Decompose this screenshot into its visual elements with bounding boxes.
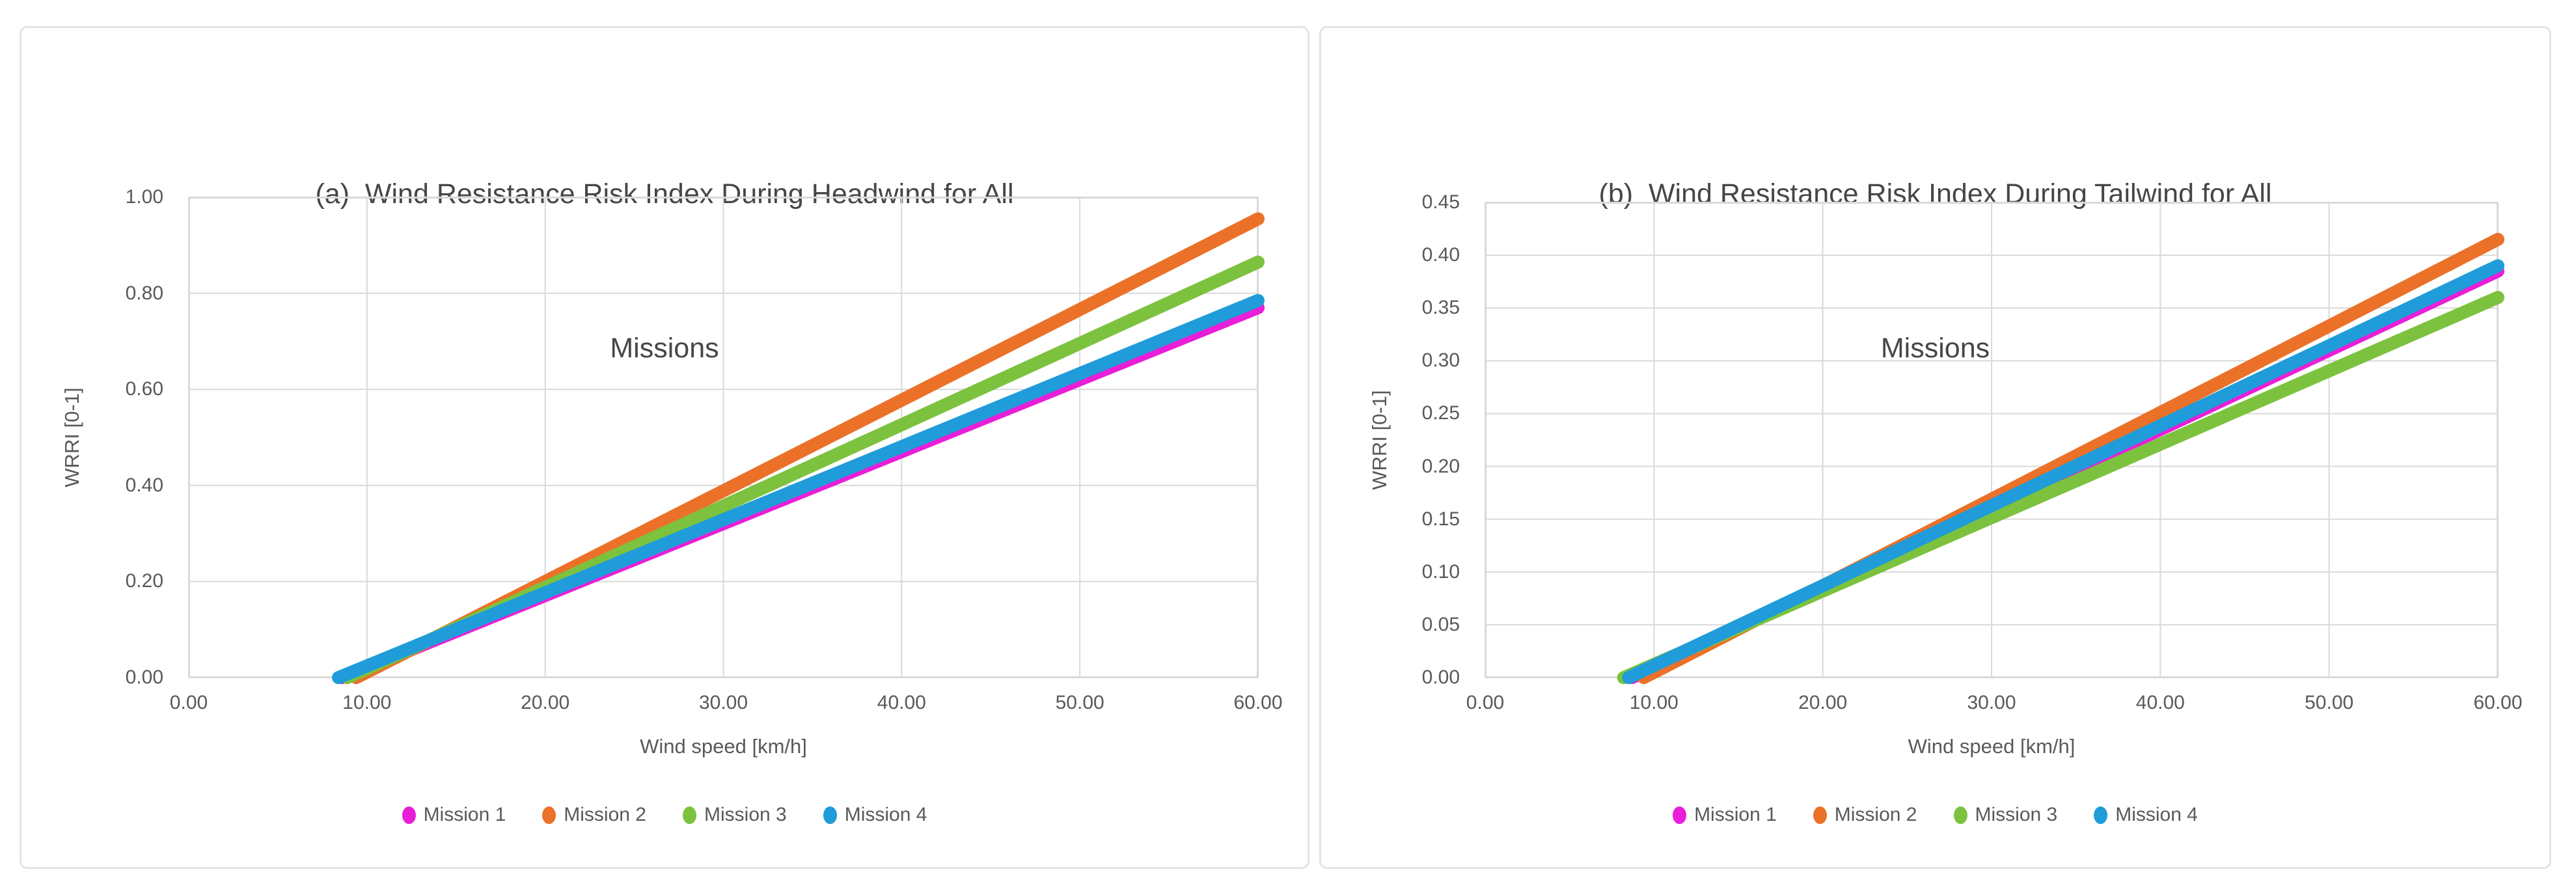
- legend-swatch: [1953, 806, 1967, 824]
- plot-area: [188, 197, 1265, 684]
- y-tick-label: 0.15: [1421, 508, 1460, 530]
- y-tick-label: 0.25: [1421, 402, 1460, 424]
- plot-border: [189, 197, 1258, 678]
- legend-item: Mission 1: [1673, 804, 1777, 826]
- chart-panel-headwind: (a) Wind Resistance Risk Index During He…: [20, 26, 1309, 869]
- legend-swatch: [1673, 806, 1687, 824]
- y-tick-label: 0.05: [1421, 613, 1460, 635]
- x-axis-title: Wind speed [km/h]: [1908, 735, 2076, 758]
- chart-title: (a) Wind Resistance Risk Index During He…: [21, 66, 1308, 477]
- chart-title: (b) Wind Resistance Risk Index During Ta…: [1321, 66, 2549, 477]
- x-tick-label: 40.00: [2135, 692, 2185, 713]
- y-tick-label: 0.10: [1421, 560, 1460, 583]
- legend-item: Mission 3: [683, 804, 787, 826]
- x-tick-label: 10.00: [342, 692, 392, 713]
- x-tick-label: 0.00: [1466, 692, 1505, 713]
- x-tick-label: 30.00: [1967, 692, 2016, 713]
- legend-label: Mission 3: [1975, 804, 2058, 825]
- legend-label: Mission 4: [2115, 804, 2198, 825]
- plot-border: [1485, 202, 2498, 678]
- legend-label: Mission 2: [1834, 804, 1917, 825]
- x-axis-title: Wind speed [km/h]: [640, 735, 807, 758]
- legend: Mission 1 Mission 2 Mission 3 Mission 4: [1321, 804, 2549, 826]
- y-axis-title: WRRI [0-1]: [1368, 390, 1391, 490]
- y-tick-label: 0.20: [1421, 455, 1460, 477]
- legend-label: Mission 1: [423, 804, 506, 825]
- legend-swatch: [683, 806, 696, 824]
- legend-swatch: [542, 806, 556, 824]
- legend-item: Mission 1: [402, 804, 506, 826]
- series-line: [332, 294, 1265, 684]
- legend-swatch: [402, 806, 416, 824]
- legend-swatch: [823, 806, 837, 824]
- plot-area: [1485, 202, 2504, 684]
- y-tick-label: 0.60: [125, 378, 163, 400]
- x-tick-label: 0.00: [169, 692, 208, 713]
- y-tick-label: 0.30: [1421, 350, 1460, 372]
- chart-panel-tailwind: (b) Wind Resistance Risk Index During Ta…: [1319, 26, 2551, 869]
- legend-label: Mission 4: [844, 804, 927, 825]
- x-tick-label: 40.00: [877, 692, 926, 713]
- x-tick-label: 50.00: [1055, 692, 1104, 713]
- chart-title-line1: (b) Wind Resistance Risk Index During Ta…: [1598, 178, 2272, 210]
- y-tick-label: 0.35: [1421, 297, 1460, 319]
- x-tick-label: 30.00: [698, 692, 748, 713]
- legend-swatch: [1813, 806, 1827, 824]
- y-tick-label: 0.20: [125, 570, 163, 592]
- x-tick-label: 20.00: [1798, 692, 1848, 713]
- y-tick-label: 1.00: [125, 186, 163, 208]
- legend-swatch: [2094, 806, 2108, 824]
- legend-item: Mission 2: [1813, 804, 1917, 826]
- chart-title-line2: Missions: [1880, 333, 1990, 364]
- y-tick-label: 0.80: [125, 282, 163, 304]
- legend-label: Mission 2: [564, 804, 646, 825]
- y-tick-label: 0.40: [1421, 244, 1460, 266]
- y-tick-label: 0.40: [125, 474, 163, 496]
- legend-label: Mission 3: [704, 804, 787, 825]
- x-tick-label: 20.00: [521, 692, 570, 713]
- legend: Mission 1 Mission 2 Mission 3 Mission 4: [21, 804, 1308, 826]
- x-tick-label: 10.00: [1629, 692, 1679, 713]
- y-axis-title: WRRI [0-1]: [61, 387, 83, 488]
- chart-title-line2: Missions: [610, 333, 719, 364]
- y-tick-label: 0.00: [1421, 667, 1460, 688]
- legend-label: Mission 1: [1694, 804, 1777, 825]
- legend-item: Mission 4: [2094, 804, 2198, 826]
- y-tick-label: 0.45: [1421, 191, 1460, 213]
- legend-item: Mission 3: [1953, 804, 2058, 826]
- y-tick-label: 0.00: [125, 667, 163, 688]
- chart-title-line1: (a) Wind Resistance Risk Index During He…: [315, 178, 1014, 210]
- series-line: [1622, 259, 2504, 684]
- legend-item: Mission 4: [823, 804, 927, 826]
- x-tick-label: 60.00: [2473, 692, 2523, 713]
- x-tick-label: 60.00: [1233, 692, 1283, 713]
- x-tick-label: 50.00: [2305, 692, 2354, 713]
- legend-item: Mission 2: [542, 804, 646, 826]
